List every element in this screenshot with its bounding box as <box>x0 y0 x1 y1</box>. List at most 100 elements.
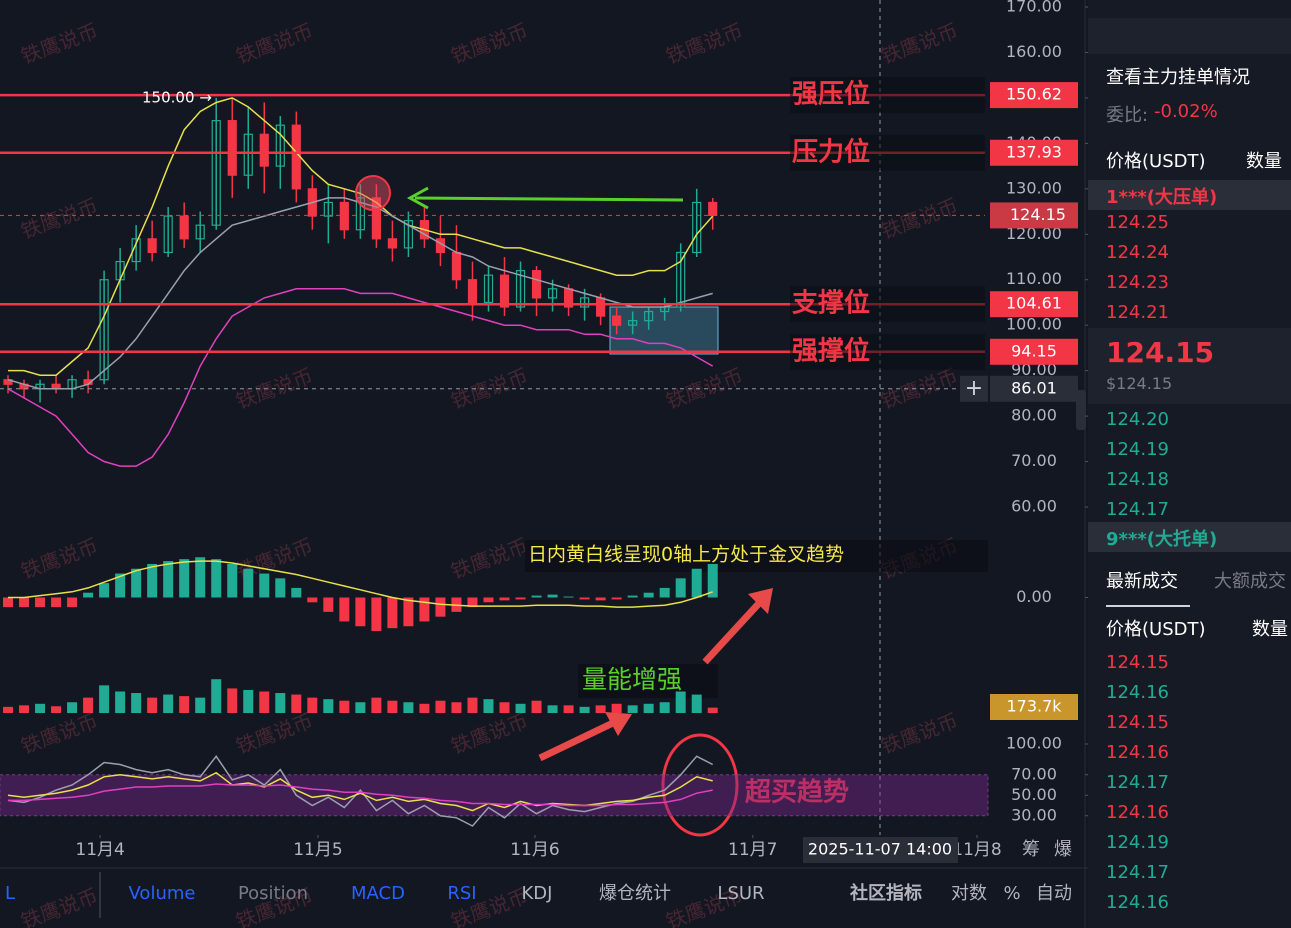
candle-body <box>403 220 414 249</box>
y-tick-label: 130.00 <box>1006 178 1062 197</box>
macd-bar <box>67 597 78 608</box>
bid-price: 124.19 <box>1106 439 1169 460</box>
time-tag <box>803 837 958 863</box>
ratio-label: 委比: <box>1106 105 1149 126</box>
candle-body <box>99 279 109 381</box>
volume-bar <box>51 706 62 713</box>
volume-label: 173.7k <box>1006 697 1062 716</box>
x-tick-label: 11月4 <box>75 840 124 860</box>
volume-bar <box>259 691 270 713</box>
level-label: 强撑位 <box>792 335 870 366</box>
annotation: 日内黄白线呈现0轴上方处于金叉趋势 <box>528 544 844 566</box>
volume-bar <box>371 697 382 713</box>
macd-bar <box>435 597 446 617</box>
ask-price: 124.24 <box>1106 242 1169 263</box>
volume-bar <box>163 694 174 713</box>
macd-bar <box>147 563 158 598</box>
trade-price: 124.16 <box>1106 802 1169 823</box>
macd-bar <box>611 597 622 600</box>
toolbar-item[interactable]: MACD <box>351 883 405 904</box>
volume-bar <box>323 699 334 713</box>
crosshair-plus: + <box>965 376 983 401</box>
toolbar-item[interactable]: Position <box>238 883 308 904</box>
macd-bar <box>643 592 654 598</box>
toolbar-item[interactable]: % <box>1003 883 1020 904</box>
volume-bar <box>83 697 94 713</box>
volume-bar <box>291 694 302 713</box>
band-line <box>7 288 714 467</box>
volume-bar <box>643 703 654 713</box>
macd-bar <box>467 597 478 608</box>
level-label: 压力位 <box>792 136 870 167</box>
macd-bar <box>403 597 414 627</box>
y-tick-label: 70.00 <box>1011 764 1057 783</box>
macd-bar <box>707 563 718 598</box>
macd-bar <box>387 597 398 629</box>
macd-bar <box>675 578 686 598</box>
macd-bar <box>691 568 702 598</box>
candle-body <box>692 201 702 254</box>
candle-body <box>243 133 253 176</box>
time-tag-label: 2025-11-07 14:00 <box>808 840 952 859</box>
volume-bar <box>179 696 190 713</box>
volume-bar <box>451 702 462 713</box>
candle-body <box>483 274 494 304</box>
volume-bar <box>563 705 574 713</box>
volume-bar <box>275 693 286 713</box>
last-usd: $124.15 <box>1106 374 1173 393</box>
y-tick-label: 120.00 <box>1006 224 1062 243</box>
price-tag-label: 104.61 <box>1006 294 1062 313</box>
volume-bar <box>611 703 622 713</box>
macd-line <box>8 560 713 608</box>
tab[interactable]: 大额成交 <box>1214 571 1286 592</box>
toolbar-item[interactable]: Volume <box>129 883 196 904</box>
macd-bar <box>131 568 142 598</box>
volume-bar <box>99 685 110 713</box>
macd-bar <box>195 557 206 598</box>
volume-bar <box>659 702 670 713</box>
y-tick-label: 100.00 <box>1006 315 1062 334</box>
toolbar-item[interactable]: KDJ <box>522 883 553 904</box>
toolbar-item[interactable]: 对数 <box>951 883 987 904</box>
annotation: 量能增强 <box>582 665 682 694</box>
y-tick-label: 170.00 <box>1006 0 1062 16</box>
macd-bar <box>579 597 590 600</box>
macd-bar <box>323 597 334 612</box>
candle-body <box>612 315 622 326</box>
candle-body <box>339 201 349 231</box>
toolbar-item[interactable]: L <box>5 883 15 904</box>
toolbar-item[interactable]: RSI <box>447 883 476 904</box>
volume-bar <box>339 700 350 713</box>
bid-price: 124.18 <box>1106 469 1169 490</box>
macd-bar <box>355 597 366 627</box>
candle-body <box>579 297 590 308</box>
annotation-bg <box>578 664 718 698</box>
macd-bar <box>339 597 350 622</box>
marker-circle <box>661 733 739 837</box>
candle-body <box>467 279 478 304</box>
candle-body <box>275 124 285 167</box>
price-tag-label: 137.93 <box>1006 142 1062 161</box>
macd-bar <box>243 568 254 598</box>
trade-price: 124.19 <box>1106 832 1169 853</box>
toolbar-item[interactable]: LSUR <box>717 883 764 904</box>
tab[interactable]: 最新成交 <box>1106 571 1178 592</box>
toolbar-item[interactable]: 自动 <box>1036 883 1072 904</box>
toolbar-item[interactable]: 社区指标 <box>850 882 922 904</box>
toolbar-bg <box>1088 18 1291 54</box>
macd-bar <box>179 559 190 598</box>
toolbar-item[interactable]: 爆仓统计 <box>599 883 671 904</box>
level-label-bg <box>790 77 985 114</box>
price-tag <box>990 202 1078 229</box>
volume-bar <box>483 699 494 713</box>
macd-bar <box>547 594 558 598</box>
price-header: 价格(USDT) <box>1106 619 1206 640</box>
trade-price: 124.16 <box>1106 742 1169 763</box>
last-price: 124.15 <box>1106 336 1215 369</box>
axis-button: 爆 <box>1054 839 1072 860</box>
rsi-line <box>7 755 714 827</box>
volume-bar <box>35 703 46 713</box>
candle-body <box>531 270 542 299</box>
y-tick-label: 30.00 <box>1011 805 1057 824</box>
